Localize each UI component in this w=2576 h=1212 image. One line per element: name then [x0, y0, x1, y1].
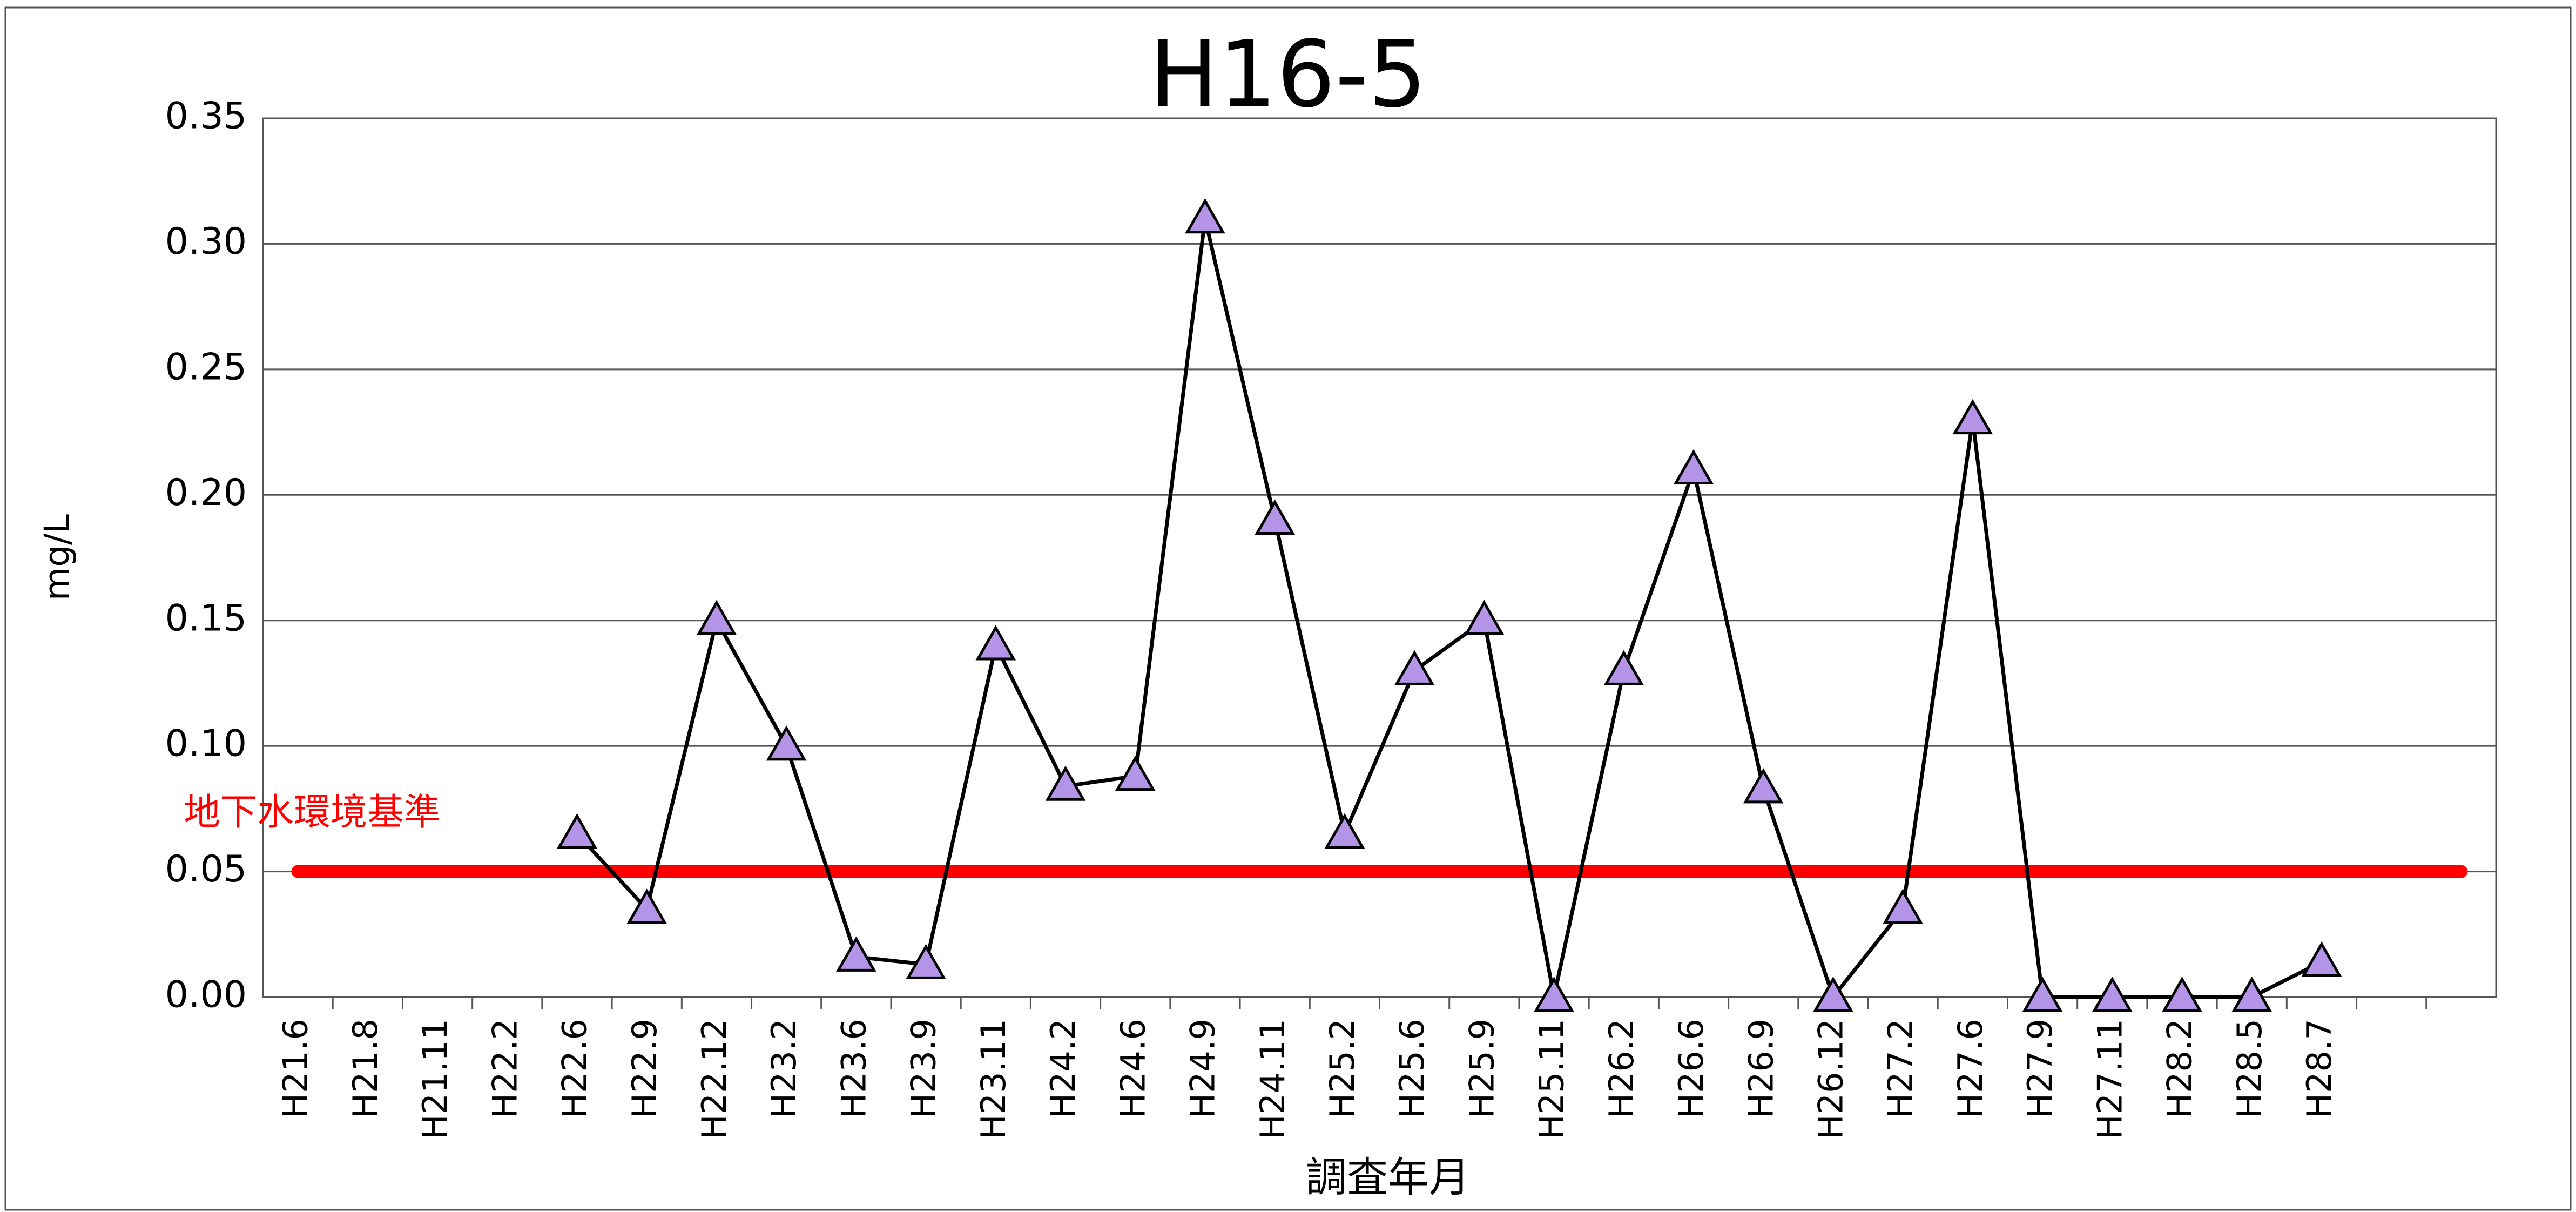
x-tick-label: H24.6 — [1113, 1019, 1152, 1119]
x-tick-label: H23.9 — [904, 1019, 943, 1119]
marker — [1115, 755, 1156, 791]
y-tick-label: 0.00 — [165, 974, 247, 1016]
marker — [2022, 976, 2063, 1012]
marker — [1534, 976, 1574, 1012]
marker — [1045, 765, 1086, 801]
y-tick-label: 0.30 — [165, 220, 247, 263]
y-tick-label: 0.10 — [165, 723, 247, 765]
x-tick-label: H26.6 — [1671, 1019, 1711, 1119]
x-tick-label: H26.12 — [1811, 1019, 1851, 1140]
x-tick-label: H24.11 — [1253, 1019, 1292, 1140]
y-tick-label: 0.20 — [165, 472, 247, 514]
x-tick-label: H22.9 — [625, 1019, 664, 1119]
x-tick-label: H25.11 — [1532, 1019, 1572, 1140]
marker — [766, 725, 807, 761]
x-tick-label: H21.11 — [415, 1019, 455, 1140]
x-tick-label: H23.6 — [834, 1019, 873, 1119]
marker — [2162, 976, 2202, 1012]
y-tick-label: 0.05 — [165, 848, 247, 891]
marker — [696, 600, 737, 635]
marker — [1603, 650, 1644, 685]
marker — [1952, 399, 1993, 435]
marker — [557, 813, 597, 849]
marker — [1673, 449, 1714, 485]
y-tick-label: 0.25 — [165, 346, 247, 388]
x-tick-label: H25.9 — [1462, 1019, 1501, 1119]
x-tick-label: H22.6 — [555, 1019, 595, 1119]
x-tick-label: H22.12 — [694, 1019, 734, 1140]
marker — [1464, 600, 1505, 635]
marker — [1324, 813, 1365, 849]
x-tick-label: H27.2 — [1881, 1019, 1920, 1119]
x-tick-label: H23.2 — [764, 1019, 804, 1119]
x-tick-label: H26.9 — [1741, 1019, 1781, 1119]
x-tick-label: H21.6 — [276, 1019, 315, 1119]
marker — [836, 936, 876, 972]
marker — [975, 625, 1016, 661]
x-tick-label: H27.11 — [2090, 1019, 2129, 1140]
x-tick-label: H21.8 — [346, 1019, 385, 1119]
marker — [626, 888, 667, 924]
x-tick-label: H28.2 — [2160, 1019, 2200, 1119]
x-tick-label: H22.2 — [485, 1019, 524, 1119]
marker — [2301, 941, 2342, 977]
y-tick-label: 0.35 — [165, 95, 247, 138]
plot-area — [262, 117, 2497, 998]
marker — [1813, 976, 1853, 1012]
marker — [1883, 888, 1923, 924]
marker — [906, 944, 946, 979]
y-tick-label: 0.15 — [165, 597, 247, 639]
x-tick-label: H26.2 — [1602, 1019, 1641, 1119]
marker — [1185, 198, 1225, 234]
x-tick-label: H27.6 — [1951, 1019, 1990, 1119]
y-axis-label: mg/L — [38, 514, 78, 601]
marker — [1394, 650, 1435, 685]
marker — [2231, 976, 2272, 1012]
x-tick-label: H28.5 — [2230, 1019, 2269, 1119]
x-tick-label: H25.6 — [1392, 1019, 1432, 1119]
marker — [1255, 499, 1295, 535]
x-tick-label: H23.11 — [974, 1019, 1013, 1140]
marker — [2092, 976, 2133, 1012]
x-tick-label: H24.9 — [1183, 1019, 1223, 1119]
x-tick-label: H24.2 — [1043, 1019, 1083, 1119]
chart-title: H16-5 — [1149, 21, 1427, 128]
x-tick-label: H28.7 — [2299, 1019, 2339, 1119]
marker — [1743, 768, 1784, 804]
x-tick-label: H27.9 — [2020, 1019, 2060, 1119]
x-axis-label: 調査年月 — [1306, 1153, 1470, 1201]
x-tick-label: H25.2 — [1323, 1019, 1362, 1119]
standard-label: 地下水環境基準 — [184, 791, 441, 834]
